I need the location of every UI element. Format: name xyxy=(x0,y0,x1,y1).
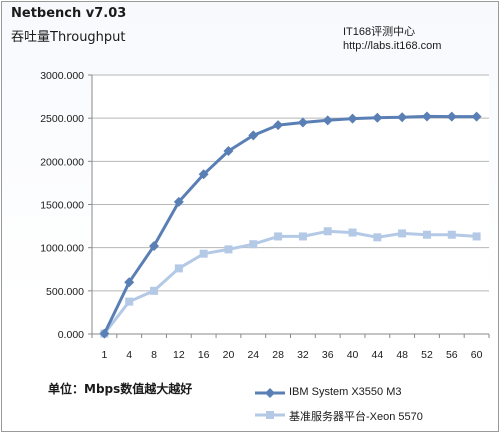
data-point-series-2 xyxy=(348,228,357,237)
x-tick-label: 20 xyxy=(223,349,235,361)
data-point-series-1 xyxy=(149,240,160,251)
x-tick-label: 1 xyxy=(101,349,107,361)
data-point-series-2 xyxy=(249,240,258,249)
x-tick-label: 56 xyxy=(446,349,458,361)
legend-marker-diamond-icon xyxy=(255,388,285,398)
data-point-series-1 xyxy=(297,117,308,128)
data-point-series-1 xyxy=(397,112,408,123)
x-tick-label: 16 xyxy=(198,349,210,361)
source-name: IT168评测中心 xyxy=(343,26,416,38)
y-tick-label: 0.000 xyxy=(58,329,84,341)
x-tick-label: 48 xyxy=(396,349,408,361)
legend-label-series-1: IBM System X3550 M3 xyxy=(289,386,402,398)
data-point-series-1 xyxy=(99,328,110,339)
x-tick-label: 44 xyxy=(372,349,384,361)
data-point-series-2 xyxy=(323,227,332,236)
data-point-series-1 xyxy=(347,113,358,124)
data-point-series-1 xyxy=(446,111,457,122)
y-tick-label: 2000.000 xyxy=(40,156,84,168)
legend-item-series-2: 基准服务器平台-Xeon 5570 xyxy=(253,405,493,425)
data-point-series-2 xyxy=(224,245,233,254)
data-point-series-2 xyxy=(472,232,481,241)
series-line-1 xyxy=(103,114,477,335)
x-tick-label: 52 xyxy=(421,349,433,361)
data-point-series-2 xyxy=(274,232,283,241)
data-point-series-2 xyxy=(373,233,382,242)
data-point-series-1 xyxy=(198,169,209,180)
data-point-series-2 xyxy=(125,297,134,306)
source-url: http://labs.it168.com xyxy=(343,40,442,52)
x-tick-label: 12 xyxy=(173,349,185,361)
data-point-series-1 xyxy=(322,115,333,126)
data-point-series-1 xyxy=(173,196,184,207)
x-tick-label: 8 xyxy=(151,349,157,361)
data-point-series-2 xyxy=(298,232,307,241)
x-tick-label: 4 xyxy=(126,349,132,361)
data-point-series-2 xyxy=(398,229,407,238)
x-tick-label: 36 xyxy=(322,349,334,361)
data-point-series-2 xyxy=(422,230,431,239)
data-point-series-1 xyxy=(223,145,234,156)
unit-note: 单位：Mbps数值越大越好 xyxy=(48,382,193,396)
y-tick-label: 500.000 xyxy=(46,286,84,298)
data-point-series-1 xyxy=(372,112,383,123)
x-tick-label: 28 xyxy=(272,349,284,361)
data-point-series-2 xyxy=(199,249,208,258)
data-point-series-2 xyxy=(447,230,456,239)
data-point-series-2 xyxy=(174,264,183,273)
data-point-series-1 xyxy=(124,277,135,288)
data-point-series-1 xyxy=(421,111,432,122)
x-tick-label: 60 xyxy=(471,349,483,361)
legend: IBM System X3550 M3 基准服务器平台-Xeon 5570 xyxy=(253,383,493,429)
data-point-series-1 xyxy=(248,130,259,141)
y-tick-label: 2500.000 xyxy=(40,113,84,125)
y-tick-label: 1000.000 xyxy=(40,243,84,255)
chart-subtitle: 吞吐量Throughput xyxy=(11,30,126,45)
chart-title: Netbench v7.03 xyxy=(11,6,127,21)
data-point-series-2 xyxy=(150,286,159,295)
x-tick-label: 40 xyxy=(347,349,359,361)
y-tick-label: 3000.000 xyxy=(40,70,84,82)
series-line-2 xyxy=(103,229,477,335)
x-tick-label: 24 xyxy=(247,349,259,361)
data-point-series-1 xyxy=(471,111,482,122)
legend-label-series-2: 基准服务器平台-Xeon 5570 xyxy=(289,411,423,423)
y-tick-label: 1500.000 xyxy=(40,200,84,212)
legend-item-series-1: IBM System X3550 M3 xyxy=(253,383,493,403)
legend-marker-square-icon xyxy=(255,411,285,419)
x-tick-label: 32 xyxy=(297,349,309,361)
data-point-series-1 xyxy=(273,120,284,131)
